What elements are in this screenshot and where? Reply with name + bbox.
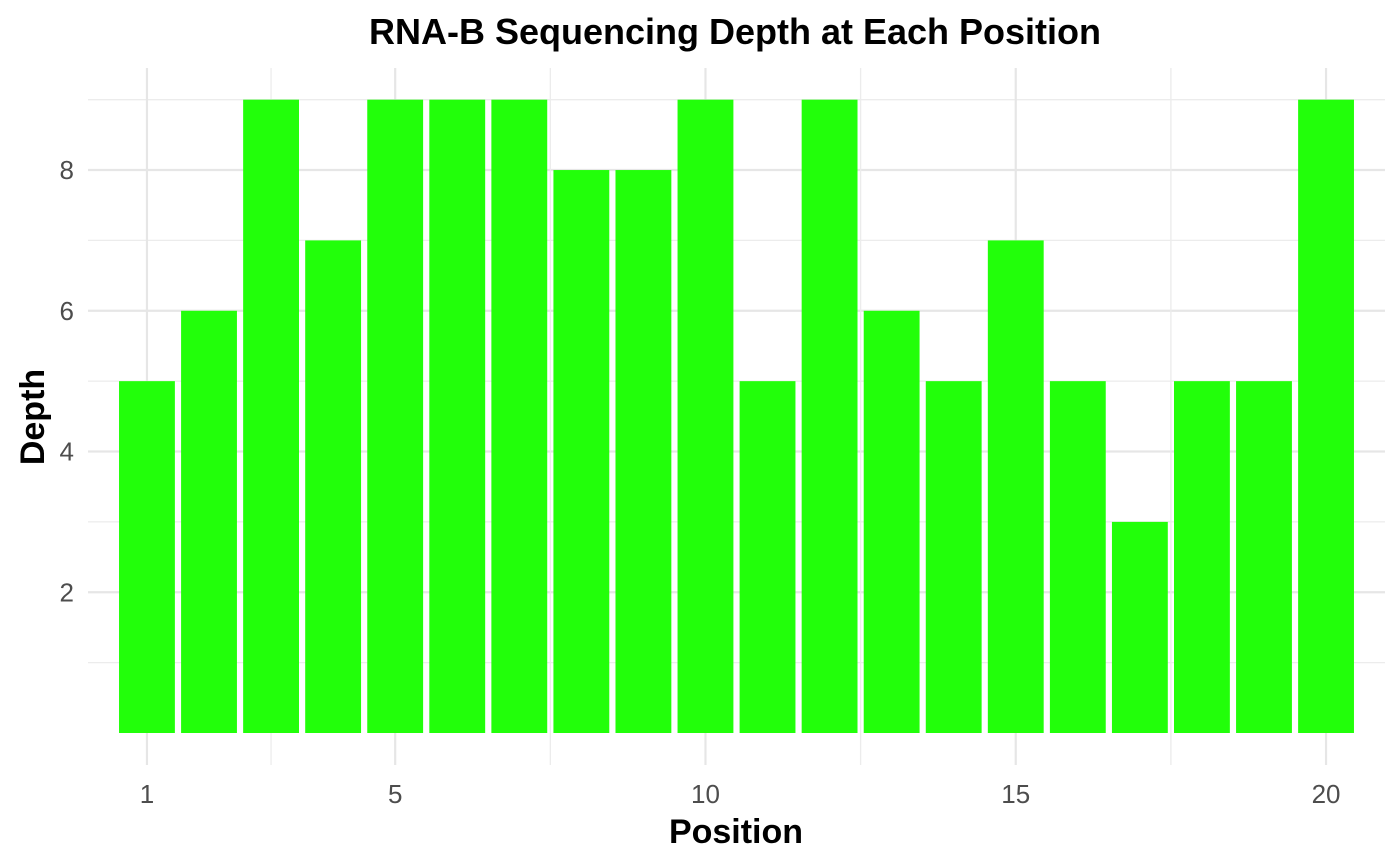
bar xyxy=(305,240,362,733)
bar xyxy=(429,99,486,733)
x-tick-label: 5 xyxy=(388,779,402,809)
x-axis-ticks: 1 5 10 15 20 xyxy=(140,779,1341,809)
y-axis-ticks: 2 4 6 8 xyxy=(60,155,74,607)
bar xyxy=(1236,381,1292,733)
x-tick-label: 1 xyxy=(140,779,154,809)
y-tick-label: 6 xyxy=(60,296,74,326)
bar xyxy=(987,240,1044,733)
bar xyxy=(863,310,920,733)
bar xyxy=(615,170,672,733)
bar xyxy=(1111,521,1168,733)
y-tick-label: 4 xyxy=(60,437,74,467)
bar xyxy=(553,170,610,733)
bar xyxy=(1049,381,1106,733)
x-tick-label: 20 xyxy=(1312,779,1341,809)
bar xyxy=(243,99,299,733)
bar xyxy=(801,99,858,733)
x-tick-label: 10 xyxy=(691,779,720,809)
x-tick-label: 15 xyxy=(1001,779,1030,809)
chart-title: RNA-B Sequencing Depth at Each Position xyxy=(369,11,1101,52)
bar xyxy=(925,381,982,733)
bar xyxy=(1174,381,1230,733)
bar xyxy=(1298,99,1354,733)
bar xyxy=(181,310,237,733)
y-tick-label: 2 xyxy=(60,577,74,607)
bar xyxy=(491,99,548,733)
bar xyxy=(367,99,424,733)
bar xyxy=(677,99,734,733)
y-axis-title: Depth xyxy=(14,369,52,465)
x-axis-title: Position xyxy=(669,813,803,851)
bar xyxy=(739,381,796,733)
bars xyxy=(119,99,1354,733)
bar xyxy=(119,381,175,733)
y-tick-label: 8 xyxy=(60,155,74,185)
